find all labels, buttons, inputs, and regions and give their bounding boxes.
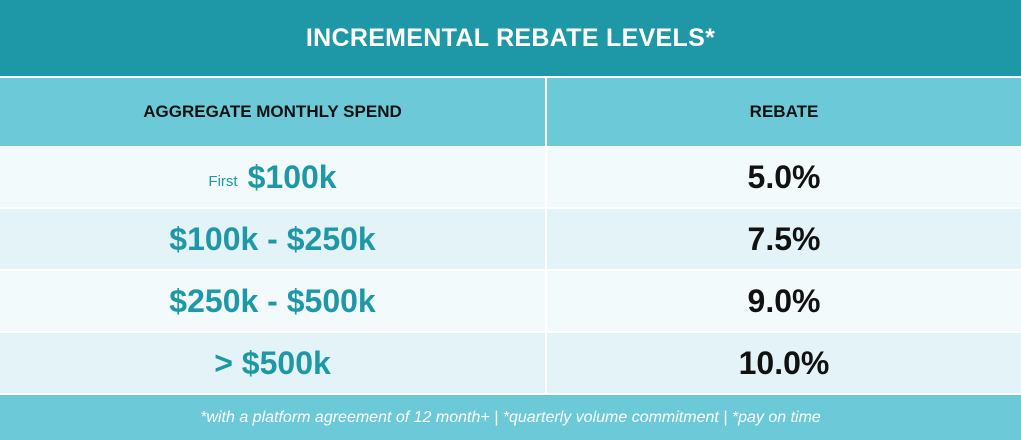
rebate-cell: 10.0% — [545, 333, 1021, 393]
table-row: $100k - $250k 7.5% — [0, 209, 1021, 271]
spend-cell: > $500k — [0, 333, 545, 393]
rebate-cell: 7.5% — [545, 209, 1021, 269]
rebate-cell: 5.0% — [545, 147, 1021, 207]
spend-cell: $250k - $500k — [0, 271, 545, 331]
footer-note: *with a platform agreement of 12 month+ … — [0, 395, 1021, 440]
table-row: $250k - $500k 9.0% — [0, 271, 1021, 333]
table-row: > $500k 10.0% — [0, 333, 1021, 395]
spend-value: $250k - $500k — [169, 282, 376, 319]
header-row: AGGREGATE MONTHLY SPEND REBATE — [0, 78, 1021, 147]
table-row: First $100k 5.0% — [0, 147, 1021, 209]
header-spend: AGGREGATE MONTHLY SPEND — [143, 102, 402, 121]
spend-prefix: First — [208, 172, 238, 190]
spend-cell: First $100k — [0, 147, 545, 207]
spend-value: $100k — [247, 158, 337, 195]
spend-value: $100k - $250k — [169, 220, 376, 257]
header-rebate: REBATE — [545, 78, 1021, 146]
spend-cell: $100k - $250k — [0, 209, 545, 269]
table-title: INCREMENTAL REBATE LEVELS* — [0, 0, 1021, 78]
table-body: First $100k 5.0% $100k - $250k 7.5% $250… — [0, 147, 1021, 395]
rebate-cell: 9.0% — [545, 271, 1021, 331]
spend-value: > $500k — [214, 344, 331, 381]
